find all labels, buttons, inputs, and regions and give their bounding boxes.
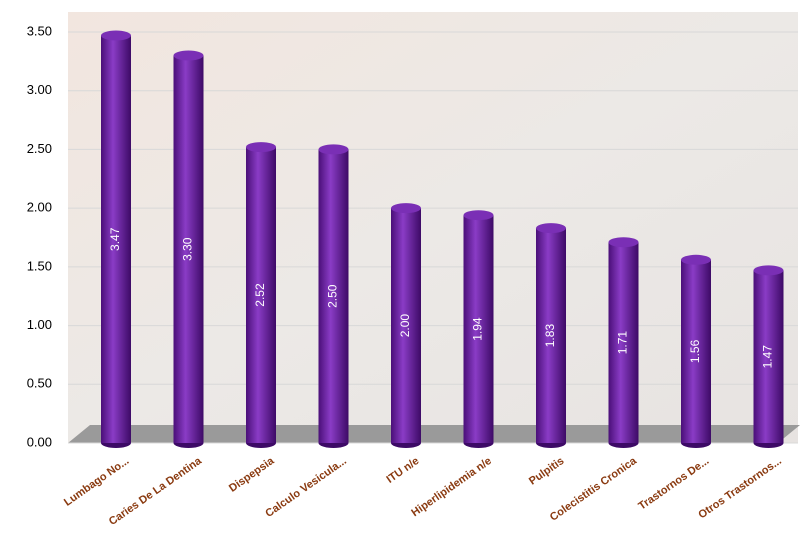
value-label: 1.56 (688, 339, 702, 363)
y-tick-label: 2.50 (27, 141, 52, 156)
x-tick-label: Hiperlipidemia n/e (409, 455, 493, 519)
value-label: 1.47 (761, 345, 775, 369)
y-tick-label: 3.50 (27, 23, 52, 38)
chart: 0.00 0.50 1.00 1.50 2.00 2.50 3.00 3.50 3.47 Lumb… (0, 0, 801, 554)
y-tick-label: 0.00 (27, 434, 52, 449)
bar-top (681, 255, 711, 265)
value-label: 2.00 (398, 314, 412, 338)
bar-top (754, 265, 784, 275)
y-tick-label: 2.00 (27, 200, 52, 215)
value-label: 3.30 (181, 237, 195, 261)
y-tick-label: 1.50 (27, 258, 52, 273)
bar-top (101, 31, 131, 41)
value-label: 1.94 (471, 317, 485, 341)
bar-top (609, 237, 639, 247)
y-tick-label: 1.00 (27, 317, 52, 332)
bar-top (391, 203, 421, 213)
value-label: 1.71 (616, 331, 630, 355)
bar-top (246, 142, 276, 152)
y-tick-label: 0.50 (27, 376, 52, 391)
bar-top (464, 210, 494, 220)
value-label: 2.50 (326, 284, 340, 308)
value-label: 3.47 (108, 227, 122, 251)
value-label: 1.83 (543, 324, 557, 348)
value-label: 2.52 (253, 283, 267, 307)
y-tick-label: 3.00 (27, 82, 52, 97)
x-tick-label: ITU n/e (384, 455, 421, 486)
x-tick-label: Dispepsia (227, 455, 277, 495)
x-tick-label: Pulpitis (527, 455, 566, 488)
x-tick-label: Trastornos De... (636, 455, 711, 513)
bar-top (536, 223, 566, 233)
bar-top (319, 144, 349, 154)
x-tick-label: Lumbago No... (62, 455, 131, 509)
bar-top (174, 50, 204, 60)
